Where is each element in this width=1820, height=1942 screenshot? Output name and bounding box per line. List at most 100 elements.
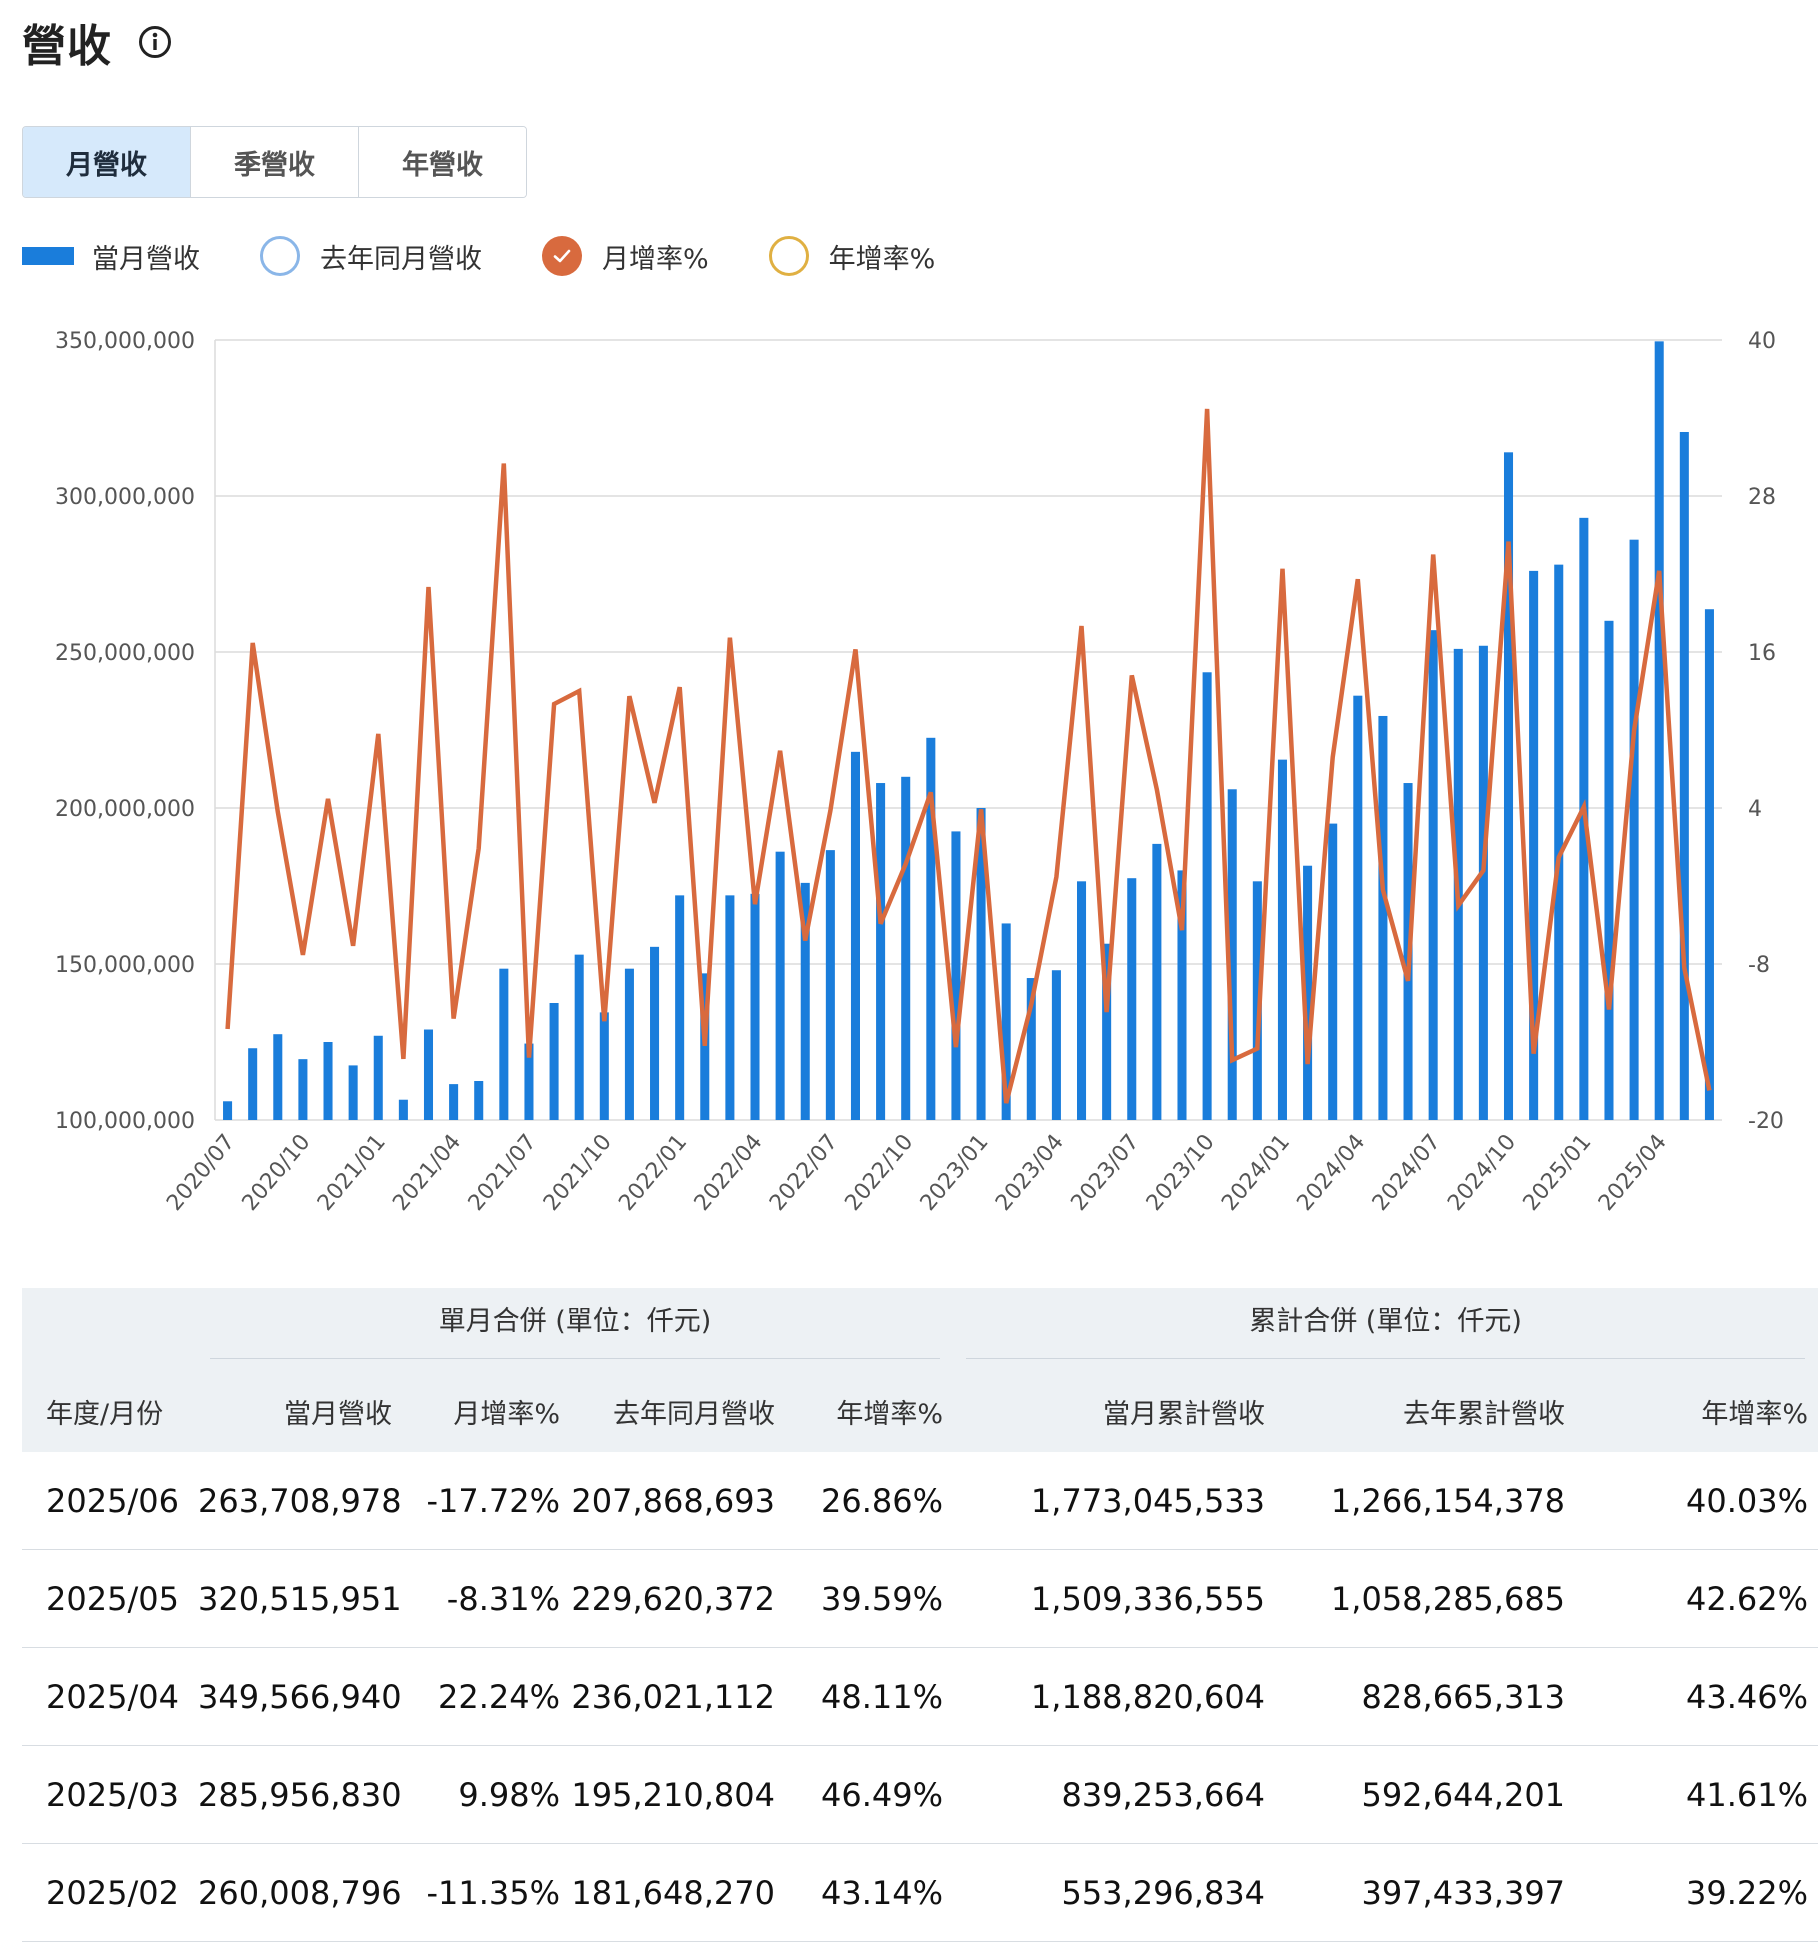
legend-label: 當月營收: [92, 243, 200, 275]
table-cell: 1,058,285,685: [1275, 1549, 1576, 1648]
x-tick-label: 2023/10: [1142, 1130, 1220, 1216]
x-tick-label: 2021/10: [539, 1130, 617, 1216]
revenue-bar: [524, 1043, 534, 1120]
mom-growth-line: [225, 408, 1712, 1104]
revenue-bar: [1252, 881, 1262, 1120]
table-cell: 181,648,270: [570, 1843, 785, 1942]
revenue-bar: [1328, 823, 1338, 1120]
revenue-bar: [474, 1081, 484, 1120]
y-left-tick-label: 250,000,000: [55, 641, 195, 666]
column-header: 當月營收: [284, 1398, 392, 1430]
x-tick-label: 2021/04: [388, 1130, 466, 1216]
legend-monthly-revenue[interactable]: 當月營收: [22, 237, 200, 276]
x-tick-label: 2023/04: [991, 1130, 1069, 1216]
table-cell: 42.62%: [1575, 1549, 1819, 1648]
table-cell: 26.86%: [785, 1452, 954, 1550]
column-header: 去年同月營收: [613, 1398, 775, 1430]
revenue-bar: [398, 1099, 408, 1120]
column-header: 年增率%: [836, 1398, 944, 1430]
table-cell: 9.98%: [402, 1745, 570, 1844]
revenue-bar: [348, 1065, 358, 1120]
table-row: 2025/02 260,008,796 -11.35% 181,648,270 43.1…: [22, 1843, 1819, 1942]
x-tick-label: 2023/01: [916, 1130, 994, 1216]
revenue-bar: [298, 1059, 308, 1120]
x-tick-label: 2022/01: [614, 1130, 692, 1216]
revenue-bar: [1478, 645, 1488, 1120]
revenue-bar: [1353, 695, 1363, 1120]
y-right-tick-label: 4: [1748, 797, 1762, 822]
info-icon[interactable]: [138, 25, 172, 59]
revenue-bar: [1001, 923, 1011, 1120]
revenue-bar: [1554, 564, 1564, 1120]
y-right-tick-label: 16: [1748, 641, 1776, 666]
x-tick-label: 2024/01: [1217, 1130, 1295, 1216]
table-cell: 22.24%: [402, 1647, 570, 1746]
revenue-bar: [1026, 978, 1036, 1120]
x-tick-label: 2020/07: [162, 1130, 240, 1216]
column-header: 月增率%: [453, 1398, 560, 1430]
tab-quarterly-revenue[interactable]: 季營收: [191, 127, 359, 197]
table-row: 2025/05 320,515,951 -8.31% 229,620,372 39.59…: [22, 1549, 1819, 1648]
tab-yearly-revenue[interactable]: 年營收: [359, 127, 526, 197]
table-cell: 46.49%: [785, 1745, 954, 1844]
revenue-bar: [901, 776, 911, 1120]
revenue-bar: [1152, 843, 1162, 1120]
y-right-tick-label: 40: [1748, 329, 1776, 354]
revenue-bar: [876, 783, 886, 1120]
table-cell: -11.35%: [402, 1843, 570, 1942]
x-tick-label: 2024/04: [1292, 1130, 1370, 1216]
table-body: 2025/06 263,708,978 -17.72% 207,868,693 26.8…: [22, 1452, 1819, 1942]
table-cell: 236,021,112: [570, 1647, 785, 1746]
revenue-bar: [800, 882, 810, 1120]
cumulative-header: 累計合併 (單位：仟元): [953, 1288, 1818, 1370]
y-left-tick-label: 150,000,000: [55, 953, 195, 978]
x-tick-label: 2024/07: [1368, 1130, 1446, 1216]
legend-label: 年增率%: [828, 243, 936, 275]
x-tick-label: 2024/10: [1443, 1130, 1521, 1216]
x-tick-label: 2025/01: [1519, 1130, 1597, 1216]
legend-last-year-revenue[interactable]: 去年同月營收: [260, 236, 482, 276]
legend-mom-growth[interactable]: 月增率%: [542, 236, 709, 276]
y-right-tick-label: -8: [1748, 953, 1770, 978]
table-cell: 285,956,830: [197, 1745, 402, 1844]
legend-yoy-growth[interactable]: 年增率%: [768, 236, 936, 276]
x-tick-label: 2023/07: [1066, 1130, 1144, 1216]
revenue-bar: [423, 1029, 434, 1120]
revenue-bar: [700, 973, 710, 1120]
table-row: 2025/06 263,708,978 -17.72% 207,868,693 26.8…: [22, 1452, 1819, 1550]
revenue-bar: [926, 737, 936, 1120]
legend-label: 去年同月營收: [320, 243, 482, 275]
table-row: 2025/03 285,956,830 9.98% 195,210,804 46.49%…: [22, 1745, 1819, 1844]
table-cell: 39.22%: [1575, 1843, 1819, 1942]
table-group-header-row: 單月合併 (單位：仟元) 累計合併 (單位：仟元): [22, 1288, 1819, 1370]
tab-monthly-revenue[interactable]: 月營收: [23, 127, 191, 197]
table-cell: 1,773,045,533: [953, 1452, 1276, 1550]
x-tick-label: 2020/10: [238, 1130, 316, 1216]
revenue-period-tabs: 月營收 季營收 年營收: [22, 126, 527, 198]
column-header: 年度/月份: [46, 1398, 164, 1430]
table-cell: 207,868,693: [570, 1452, 785, 1550]
column-header: 年增率%: [1701, 1398, 1809, 1430]
revenue-bar: [1051, 970, 1061, 1120]
revenue-bar: [449, 1084, 459, 1120]
table-cell: 229,620,372: [570, 1549, 785, 1648]
table-cell: 263,708,978: [197, 1452, 402, 1550]
revenue-bar: [1704, 609, 1714, 1120]
revenue-bar: [574, 954, 584, 1120]
x-tick-label: 2021/01: [313, 1130, 391, 1216]
single-month-header: 單月合併 (單位：仟元): [197, 1288, 953, 1370]
table-cell: 320,515,951: [197, 1549, 402, 1648]
x-tick-label: 2022/07: [765, 1130, 843, 1216]
table-cell: 828,665,313: [1275, 1647, 1576, 1746]
revenue-bar: [1227, 789, 1237, 1120]
table-cell: -17.72%: [402, 1452, 570, 1550]
y-left-tick-label: 100,000,000: [55, 1109, 195, 1134]
revenue-bar: [750, 893, 760, 1120]
revenue-bar: [323, 1042, 333, 1120]
revenue-table-container: 單月合併 (單位：仟元) 累計合併 (單位：仟元) 年度/月份 當月營收 月增率% 去…: [22, 1288, 1819, 1942]
revenue-bar: [499, 968, 509, 1120]
revenue-bar: [373, 1035, 383, 1120]
revenue-bar: [1077, 881, 1087, 1120]
column-header: 去年累計營收: [1403, 1398, 1566, 1430]
revenue-chart: 100,000,000 150,000,000 200,000,000 250,000…: [55, 329, 1784, 1216]
